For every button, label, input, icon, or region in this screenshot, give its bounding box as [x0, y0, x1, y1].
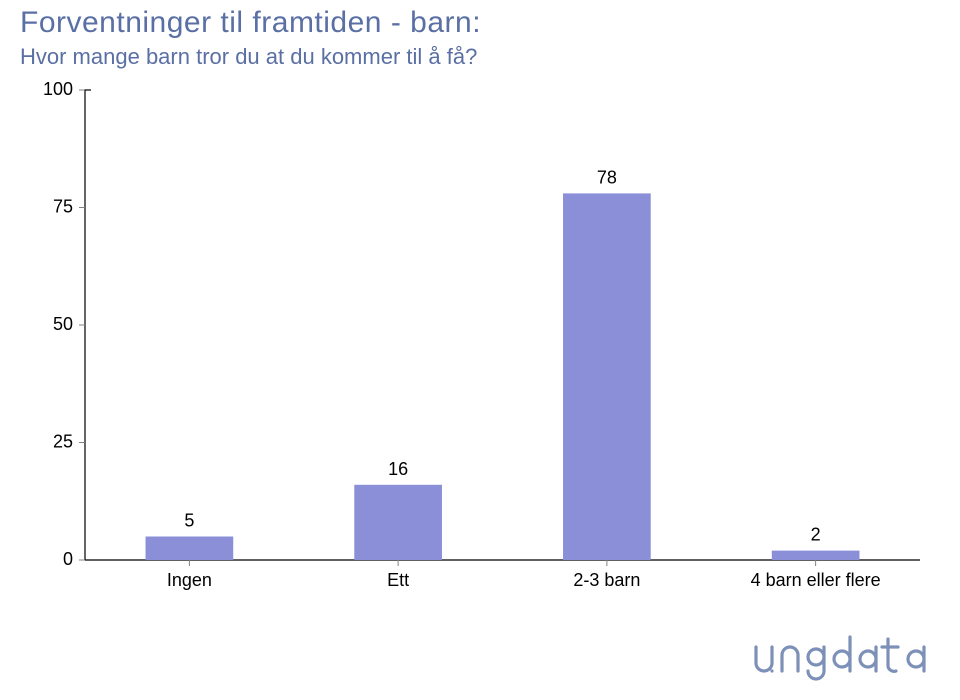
y-tick-label: 25	[53, 431, 73, 451]
bar	[563, 193, 651, 560]
bar	[146, 537, 234, 561]
page-title: Forventninger til framtiden - barn:	[20, 6, 940, 40]
y-tick-label: 75	[53, 196, 73, 216]
x-category-label: Ingen	[167, 570, 212, 590]
x-category-label: 2-3 barn	[573, 570, 640, 590]
chart-svg: 0 25 50 75 100 5 Ingen 16 Ett 78 2-3 barn 2 4 barn e…	[20, 80, 940, 610]
bar-chart: 0 25 50 75 100 5 Ingen 16 Ett 78 2-3 barn 2 4 barn e…	[20, 80, 940, 610]
header: Forventninger til framtiden - barn: Hvor…	[0, 0, 960, 80]
bar	[354, 485, 442, 560]
bar	[772, 551, 860, 560]
bar-value-label: 5	[184, 511, 194, 531]
y-tick-label: 50	[53, 314, 73, 334]
x-category-label: 4 barn eller flere	[751, 570, 881, 590]
y-tick-label: 0	[63, 549, 73, 569]
bar-value-label: 78	[597, 167, 617, 187]
bar-value-label: 2	[811, 525, 821, 545]
x-category-label: Ett	[387, 570, 409, 590]
y-tick-label: 100	[43, 80, 73, 99]
logo-svg	[750, 635, 940, 685]
logo	[750, 635, 940, 690]
page-subtitle: Hvor mange barn tror du at du kommer til…	[20, 44, 940, 70]
bar-value-label: 16	[388, 459, 408, 479]
